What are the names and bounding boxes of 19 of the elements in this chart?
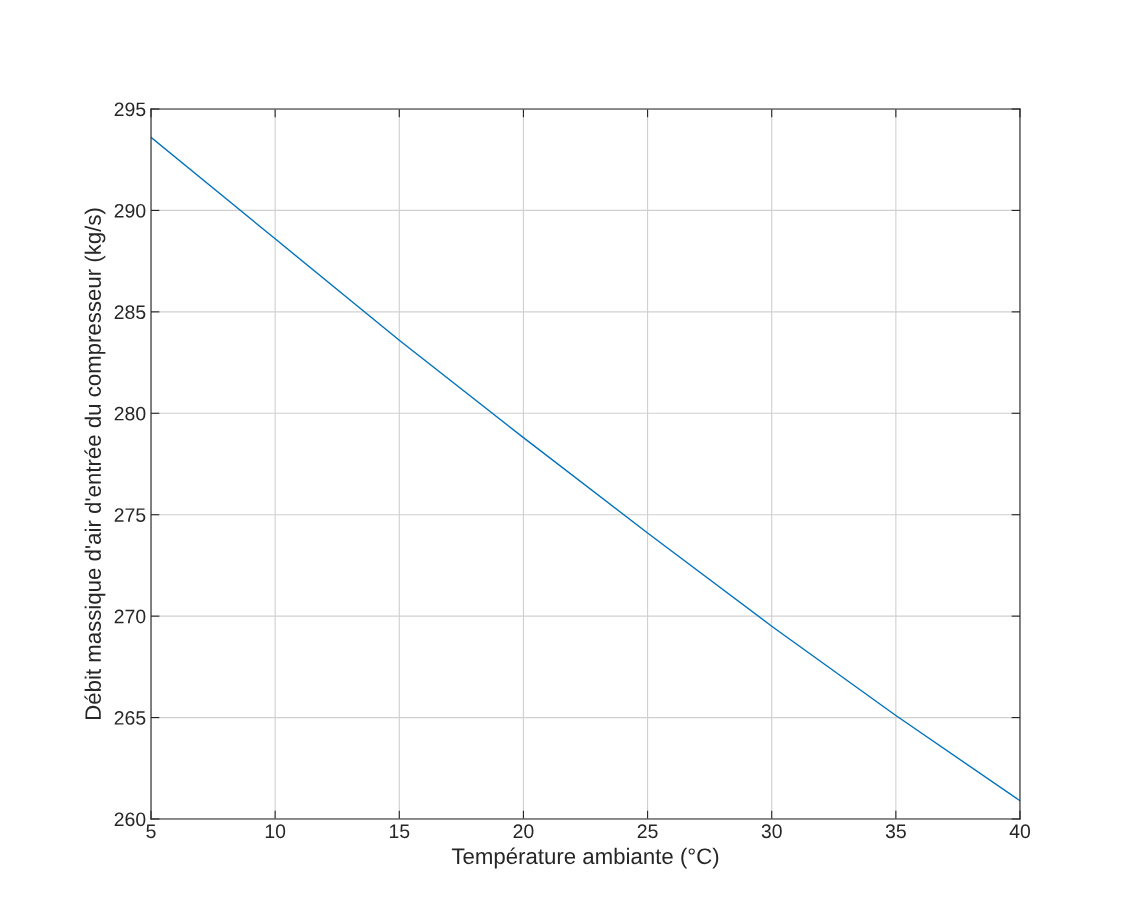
x-tick-label: 30 bbox=[761, 824, 782, 839]
y-axis-title: Débit massique d'air d'entrée du compresseur (kg/s) bbox=[84, 208, 106, 719]
y-tick-label: 280 bbox=[114, 406, 146, 421]
x-tick-label: 15 bbox=[389, 824, 410, 839]
x-tick-label: 10 bbox=[265, 824, 286, 839]
y-tick-label: 285 bbox=[114, 305, 146, 320]
x-tick-label: 35 bbox=[885, 824, 906, 839]
y-tick-label: 295 bbox=[114, 102, 146, 117]
y-tick-label: 275 bbox=[114, 508, 146, 522]
y-tick-label: 260 bbox=[114, 812, 146, 827]
y-tick-label: 265 bbox=[114, 711, 146, 725]
x-tick-label: 20 bbox=[513, 824, 534, 839]
y-tick-label: 290 bbox=[114, 203, 146, 218]
x-tick-label: 5 bbox=[146, 824, 156, 839]
x-axis-title: Température ambiante (°C) bbox=[451, 847, 719, 869]
y-tick-label: 270 bbox=[114, 609, 146, 624]
x-tick-label: 25 bbox=[637, 824, 658, 839]
x-tick-label: 40 bbox=[1009, 824, 1031, 839]
line-series bbox=[151, 136, 1020, 802]
